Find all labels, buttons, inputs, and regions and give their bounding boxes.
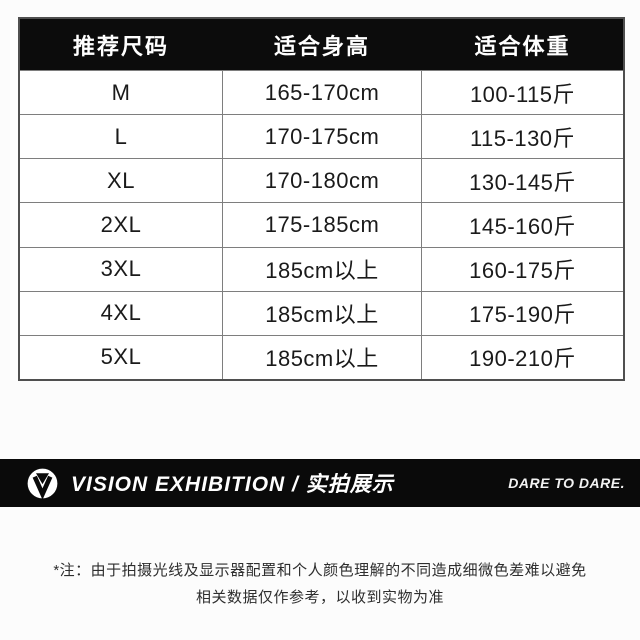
table-row: 3XL 185cm以上 160-175斤 — [20, 246, 623, 291]
cell-weight: 130-145斤 — [469, 169, 576, 195]
cell-height: 185cm以上 — [222, 247, 422, 291]
cell-weight: 160-175斤 — [469, 258, 576, 284]
footnote: *注：由于拍摄光线及显示器配置和个人颜色理解的不同造成细微色差难以避免 相关数据… — [0, 557, 640, 611]
size-table: 推荐尺码 适合身高 适合体重 M 165-170cm 100-115斤 L 17… — [18, 17, 625, 381]
cell-weight: 175-190斤 — [469, 302, 576, 328]
cell-size: M — [111, 79, 131, 105]
cell-weight: 115-130斤 — [469, 125, 576, 151]
v-circle-icon — [27, 468, 58, 499]
cell-size: XL — [107, 167, 135, 193]
cell-size: 5XL — [100, 344, 142, 370]
table-row: L 170-175cm 115-130斤 — [20, 114, 623, 159]
table-row: 4XL 185cm以上 175-190斤 — [20, 290, 623, 335]
cell-weight: 190-210斤 — [469, 346, 576, 372]
cell-height: 185cm以上 — [222, 335, 422, 379]
footnote-line2: 相关数据仅作参考，以收到实物为准 — [195, 589, 444, 606]
table-row: M 165-170cm 100-115斤 — [20, 70, 623, 115]
cell-size: 2XL — [100, 211, 142, 237]
cell-height: 170-175cm — [222, 115, 422, 159]
table-header-row: 推荐尺码 适合身高 适合体重 — [20, 19, 623, 70]
cell-weight: 145-160斤 — [469, 213, 576, 239]
banner-title: VISION EXHIBITION / 实拍展示 — [71, 473, 394, 496]
cell-size: 4XL — [100, 300, 142, 326]
cell-weight: 100-115斤 — [469, 81, 576, 107]
table-row: 2XL 175-185cm 145-160斤 — [20, 202, 623, 247]
cell-height: 170-180cm — [222, 159, 422, 203]
table-row: XL 170-180cm 130-145斤 — [20, 158, 623, 203]
header-weight: 适合体重 — [474, 33, 571, 59]
cell-height: 185cm以上 — [222, 291, 422, 335]
header-size: 推荐尺码 — [72, 33, 169, 59]
cell-height: 175-185cm — [222, 203, 422, 247]
footnote-line1: *注：由于拍摄光线及显示器配置和个人颜色理解的不同造成细微色差难以避免 — [53, 562, 587, 579]
cell-height: 165-170cm — [222, 71, 422, 115]
banner-slogan: DARE TO DARE. — [508, 475, 625, 491]
header-height: 适合身高 — [273, 33, 370, 59]
cell-size: 3XL — [100, 256, 142, 282]
section-banner: VISION EXHIBITION / 实拍展示 DARE TO DARE. — [0, 459, 640, 507]
table-row: 5XL 185cm以上 190-210斤 — [20, 334, 623, 379]
cell-size: L — [114, 123, 128, 149]
